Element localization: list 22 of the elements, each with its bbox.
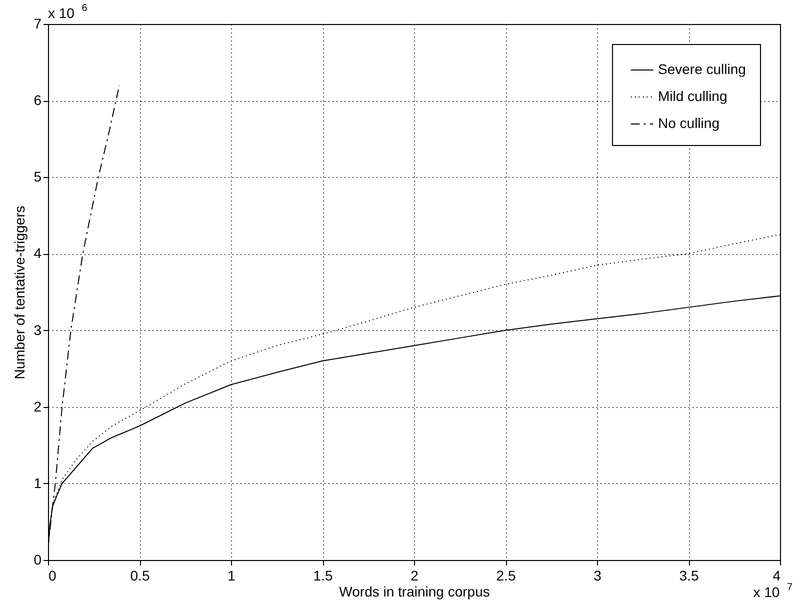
y-axis-title: Number of tentative-triggers [12,206,28,380]
legend-label: Mild culling [658,88,728,104]
y-tick-label: 3 [34,322,42,338]
y-tick-label: 6 [34,92,42,108]
legend-label: No culling [658,115,720,131]
x-tick-label: 0 [48,568,56,584]
x-tick-label: 0.5 [130,568,150,584]
x-tick-label: 2.5 [496,568,516,584]
y-tick-label: 1 [34,474,42,491]
y-tick-label: 4 [34,245,42,262]
y-tick-label: 2 [34,398,42,414]
x-tick-label: 2 [410,568,419,584]
x-axis-title: Words in training corpus [339,584,490,600]
legend-label: Severe culling [658,61,746,77]
x-tick-label: 3.5 [679,568,699,584]
y-tick-label: 5 [34,168,42,185]
x-tick-label: 3 [594,568,602,584]
x-tick-label: 1.5 [313,568,333,584]
x-tick-label: 4 [772,568,781,584]
x-tick-label: 1 [228,568,236,584]
y-tick-label: 0 [34,552,42,568]
y-tick-label: 7 [34,16,42,32]
